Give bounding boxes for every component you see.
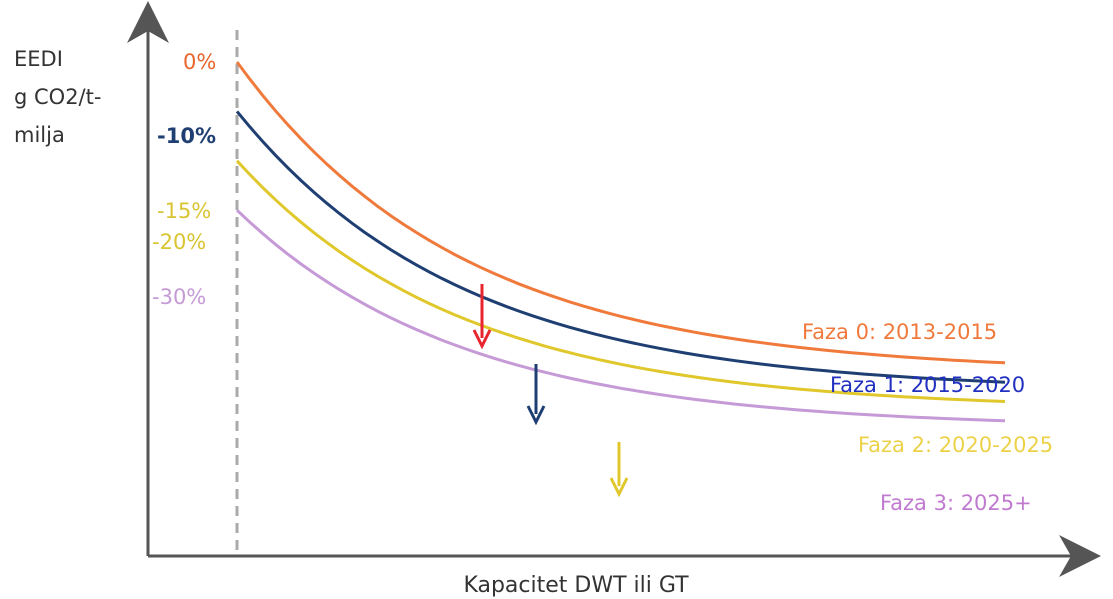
phase-label-faza-1: Faza 1: 2015-2020: [830, 373, 1025, 397]
y-axis-label-line-3: milja: [14, 123, 65, 147]
y-axis-label-line-2: g CO2/t-: [14, 85, 101, 109]
reduction-arrow-2: [526, 364, 546, 426]
reduction-arrow-1: [472, 284, 492, 350]
x-axis-label: Kapacitet DWT ili GT: [463, 573, 689, 598]
series-curve-faza-0: [235, 61, 1006, 365]
reduction-label-minus-10pct: -10%: [157, 124, 216, 148]
phase-label-faza-3: Faza 3: 2025+: [880, 491, 1032, 515]
series-curve-faza-3: [235, 209, 1006, 423]
reduction-label-minus-30pct: -30%: [152, 285, 206, 309]
reduction-arrow-3: [609, 442, 629, 498]
series-curve-faza-1: [235, 110, 1006, 384]
reduction-label-minus-20pct: -20%: [152, 230, 206, 254]
series-curve-faza-2: [235, 159, 1006, 403]
y-axis-label-line-1: EEDI: [14, 47, 63, 71]
reduction-label-minus-15pct: -15%: [157, 199, 211, 223]
phase-label-faza-0: Faza 0: 2013-2015: [802, 320, 997, 344]
reduction-label-0pct: 0%: [183, 50, 216, 74]
phase-label-faza-2: Faza 2: 2020-2025: [858, 433, 1053, 457]
